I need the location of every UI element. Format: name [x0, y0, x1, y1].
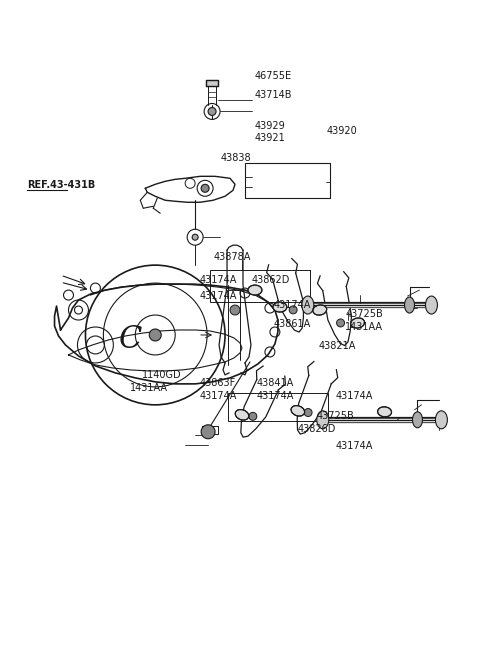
Text: 43174A: 43174A: [336, 441, 373, 451]
Text: 1140GD: 1140GD: [142, 369, 181, 379]
Ellipse shape: [313, 305, 327, 315]
Ellipse shape: [302, 296, 314, 314]
Text: 43929: 43929: [254, 121, 285, 131]
Text: 43863F: 43863F: [199, 378, 236, 388]
Text: 43862D: 43862D: [252, 276, 290, 286]
Ellipse shape: [435, 411, 447, 429]
Text: 43174A: 43174A: [199, 276, 237, 286]
Text: 1431AA: 1431AA: [130, 383, 168, 392]
Text: 43841A: 43841A: [257, 378, 294, 388]
Ellipse shape: [351, 318, 365, 328]
Text: 43174A: 43174A: [199, 391, 237, 401]
Text: 43861A: 43861A: [274, 319, 311, 329]
Ellipse shape: [273, 302, 287, 312]
Ellipse shape: [425, 296, 437, 314]
Ellipse shape: [378, 407, 392, 417]
Text: 43826D: 43826D: [298, 424, 336, 434]
Circle shape: [336, 319, 345, 327]
Text: 43714B: 43714B: [254, 90, 292, 100]
Text: REF.43-431B: REF.43-431B: [27, 180, 95, 190]
Text: 43174A: 43174A: [257, 391, 294, 401]
Circle shape: [289, 306, 297, 314]
Ellipse shape: [317, 411, 329, 429]
Circle shape: [304, 409, 312, 417]
Circle shape: [201, 184, 209, 193]
Circle shape: [149, 329, 161, 341]
Text: 43920: 43920: [326, 126, 357, 136]
Circle shape: [208, 107, 216, 115]
Ellipse shape: [291, 405, 305, 416]
Text: 43174A: 43174A: [336, 391, 373, 401]
Text: 43921: 43921: [254, 133, 285, 143]
Text: 43838: 43838: [221, 153, 252, 162]
Text: 1431AA: 1431AA: [345, 322, 384, 333]
Text: 43174A: 43174A: [274, 299, 311, 310]
Text: 43878A: 43878A: [214, 252, 251, 262]
Circle shape: [192, 234, 198, 240]
Text: 43725B: 43725B: [345, 309, 383, 320]
Bar: [210, 270, 310, 302]
Ellipse shape: [235, 409, 249, 420]
Bar: [228, 393, 328, 421]
Text: C: C: [119, 324, 142, 356]
Bar: [245, 163, 330, 198]
Circle shape: [230, 305, 240, 315]
Circle shape: [249, 413, 257, 421]
Text: 43821A: 43821A: [319, 341, 356, 351]
Ellipse shape: [412, 412, 422, 428]
Text: 43174A: 43174A: [199, 291, 237, 301]
Text: 43725B: 43725B: [317, 411, 354, 421]
Ellipse shape: [405, 297, 415, 313]
Circle shape: [201, 425, 215, 439]
Text: 46755E: 46755E: [254, 71, 291, 81]
Ellipse shape: [248, 285, 262, 295]
